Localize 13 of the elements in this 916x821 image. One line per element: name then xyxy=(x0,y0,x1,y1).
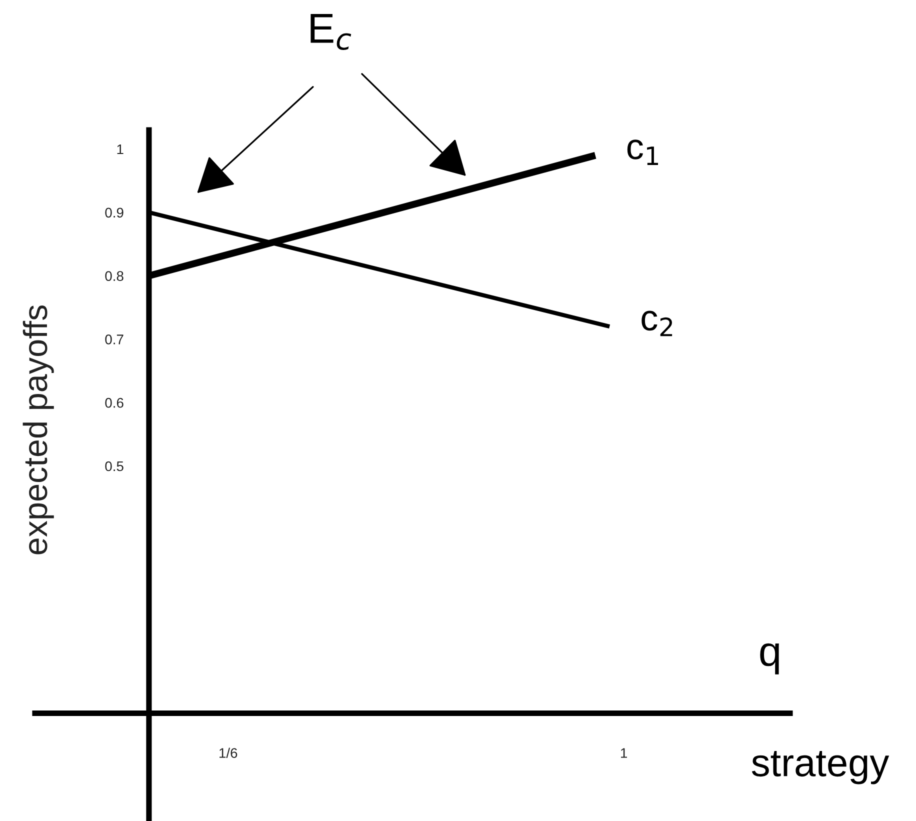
y-tick-label: 0.8 xyxy=(105,271,124,281)
text: E$_{c}$ xyxy=(310,14,352,50)
annotation: q xyxy=(760,643,779,674)
y-tick-label: 0.9 xyxy=(105,208,124,218)
y-tick-label: 1 xyxy=(117,144,124,154)
y-tick-label: 0.6 xyxy=(105,398,124,408)
series-label: c$_{2}$ xyxy=(642,310,672,336)
series-label: c$_{1}$ xyxy=(627,140,658,165)
x-axis-title: strategy xyxy=(752,751,890,784)
y-tick-label: 0.5 xyxy=(105,461,124,472)
x-tick-label: 1/6 xyxy=(220,748,238,758)
y-axis-title: expected payoffs xyxy=(22,305,54,554)
y-tick-label: 0.7 xyxy=(105,334,124,344)
